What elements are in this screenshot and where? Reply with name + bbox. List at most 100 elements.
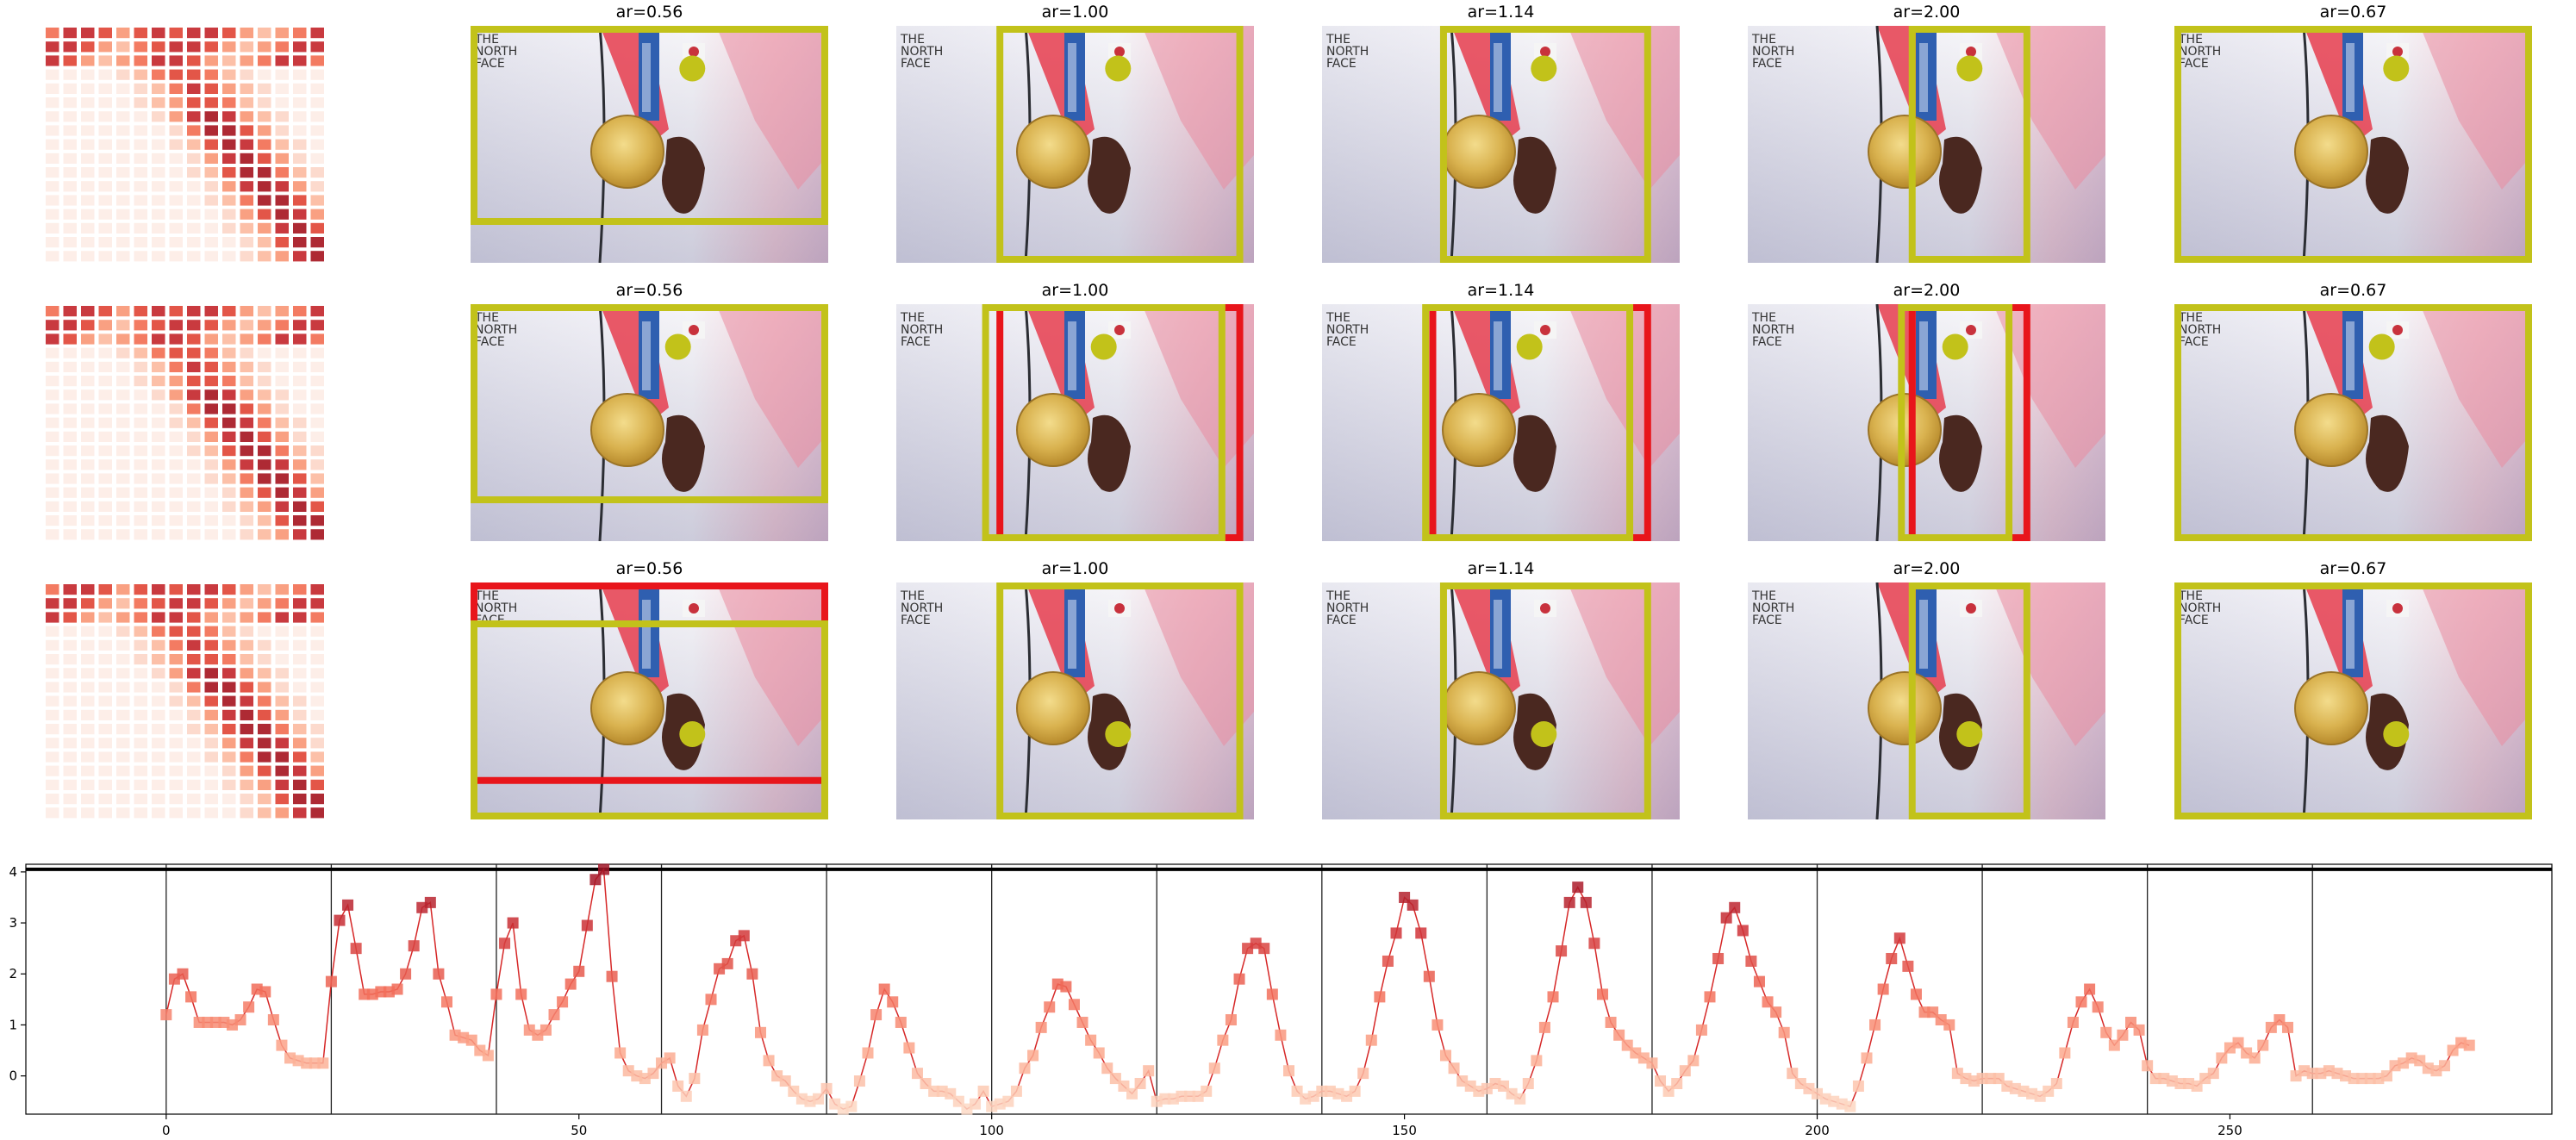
heatmap-cell [258,55,271,66]
heatmap-thumbnail [46,306,324,540]
data-point-marker [614,1047,627,1059]
data-point-marker [185,991,197,1003]
data-point-marker [2232,1037,2244,1049]
heatmap-cell [169,28,183,39]
heatmap-cell [98,376,112,387]
heatmap-cell [222,417,236,428]
heatmap-cell [81,445,95,457]
heatmap-cell [81,320,95,331]
heatmap-cell [81,209,95,220]
heatmap-cell [134,751,147,763]
heatmap-cell [310,724,324,735]
heatmap-cell [98,431,112,442]
heatmap-cell [222,709,236,720]
heatmap-cell [134,376,147,387]
crop-box [1439,582,1651,819]
heatmap-cell [46,83,59,94]
heatmap-cell [240,181,253,192]
heatmap-cell [222,459,236,470]
heatmap-cell [204,695,218,707]
heatmap-cell [258,333,271,345]
heatmap-cell [152,598,165,609]
photo-panel: ar=1.14 [1322,3,1680,263]
heatmap-cell [46,55,59,66]
heatmap-cell [187,376,201,387]
heatmap-cell [240,417,253,428]
heatmap-cell [275,501,289,512]
data-point-marker [1275,1029,1287,1041]
medal-photo [896,26,1254,263]
heatmap-cell [46,111,59,122]
data-point-marker [1431,1019,1444,1031]
heatmap-cell [46,515,59,526]
medal-photo [2174,582,2532,819]
data-point-marker [903,1042,915,1054]
heatmap-cell [240,807,253,819]
medal-photo [1748,582,2105,819]
heatmap-cell [187,751,201,763]
heatmap-cell [222,639,236,651]
heatmap-cell [310,417,324,428]
heatmap-cell [258,779,271,790]
heatmap-cell [63,417,77,428]
heatmap-cell [240,320,253,331]
heatmap-cell [116,41,130,53]
data-point-marker [2216,1052,2228,1064]
heatmap-cell [240,529,253,540]
heatmap-cell [222,515,236,526]
heatmap-cell [204,529,218,540]
data-point-marker [540,1024,552,1036]
heatmap-cell [81,237,95,248]
data-point-marker [276,1039,288,1051]
heatmap-cell [222,306,236,317]
heatmap-cell [169,195,183,206]
heatmap-cell [275,709,289,720]
heatmap-cell [169,431,183,442]
heatmap-cell [169,654,183,665]
heatmap-cell [152,237,165,248]
heatmap-cell [258,167,271,178]
heatmap-cell [81,111,95,122]
heatmap-cell [275,459,289,470]
heatmap-cell [293,473,307,484]
heatmap-cell [134,83,147,94]
heatmap-cell [310,626,324,637]
heatmap-cell [293,695,307,707]
heatmap-cell [81,487,95,498]
heatmap-cell [81,403,95,414]
heatmap-cell [204,195,218,206]
heatmap-cell [293,709,307,720]
heatmap-cell [310,125,324,136]
data-point-marker [557,996,569,1008]
heatmap-cell [98,55,112,66]
data-point-marker [1712,952,1725,964]
heatmap-cell [187,695,201,707]
heatmap-cell [187,83,201,94]
data-point-marker [647,1068,659,1080]
medal-photo [896,582,1254,819]
heatmap-cell [222,751,236,763]
focus-point-marker [1516,333,1543,360]
heatmap-cell [81,751,95,763]
heatmap-cell [204,376,218,387]
data-point-marker [1143,1065,1155,1077]
heatmap-cell [116,654,130,665]
heatmap-cell [116,153,130,164]
heatmap-cell [169,598,183,609]
data-point-marker [1060,981,1072,993]
heatmap-cell [46,695,59,707]
heatmap-cell [293,139,307,150]
heatmap-cell [152,515,165,526]
heatmap-cell [275,97,289,109]
heatmap-cell [63,794,77,805]
heatmap-cell [293,515,307,526]
heatmap-cell [63,111,77,122]
heatmap-cell [240,431,253,442]
heatmap-thumbnail [46,584,324,819]
data-point-marker [820,1082,833,1094]
heatmap-cell [169,738,183,749]
heatmap-cell [116,751,130,763]
data-point-marker [1572,881,1584,894]
panel-title: ar=0.56 [616,3,683,22]
heatmap-cell [46,529,59,540]
